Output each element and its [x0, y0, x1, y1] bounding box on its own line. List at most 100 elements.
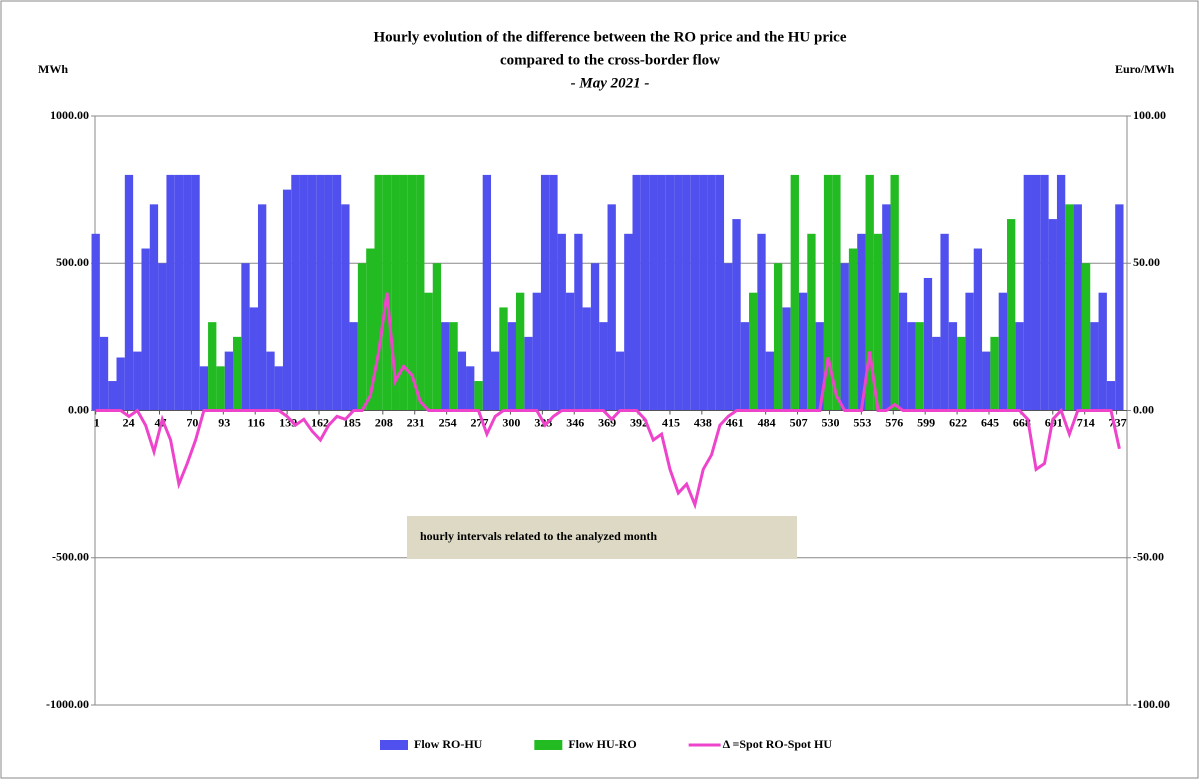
bar: [316, 174, 325, 411]
x-tick-label: 70: [186, 415, 198, 429]
bar: [399, 174, 408, 411]
x-tick-label: 162: [311, 415, 329, 429]
chart-subtitle: - May 2021 -: [571, 75, 650, 91]
annotation: hourly intervals related to the analyzed…: [420, 529, 657, 543]
bar: [532, 292, 541, 411]
bar: [540, 174, 550, 411]
bar: [108, 381, 117, 411]
bar: [965, 292, 974, 411]
legend-swatch: [380, 740, 408, 750]
x-tick-label: 346: [566, 415, 584, 429]
bar: [707, 174, 716, 411]
x-tick-label: 622: [949, 415, 967, 429]
bar: [99, 336, 109, 411]
x-tick-label: 576: [885, 415, 903, 429]
bar: [1015, 322, 1024, 411]
bar: [457, 351, 467, 411]
x-tick-label: 116: [248, 415, 265, 429]
y-tick-label: 1000.00: [50, 108, 89, 122]
x-tick-label: 1: [94, 415, 100, 429]
bar: [907, 322, 916, 411]
bar: [174, 174, 184, 411]
bar: [582, 307, 591, 411]
bar: [249, 307, 258, 411]
bar: [241, 263, 250, 411]
bar: [798, 292, 808, 411]
bar: [682, 174, 691, 411]
x-tick-label: 208: [375, 415, 393, 429]
bar: [1098, 292, 1107, 411]
x-tick-label: 139: [279, 415, 297, 429]
bar: [299, 174, 308, 411]
x-tick-label: 714: [1077, 415, 1095, 429]
bar: [957, 336, 966, 411]
bar: [149, 204, 159, 411]
x-tick-label: 254: [439, 415, 457, 429]
bar: [499, 307, 508, 411]
bar: [549, 174, 558, 411]
bar: [274, 366, 283, 411]
bar: [208, 322, 217, 411]
bar: [357, 263, 367, 411]
y2-axis-label: Euro/MWh: [1115, 62, 1174, 76]
bar: [923, 277, 933, 411]
bar: [632, 174, 641, 411]
bar: [815, 322, 824, 411]
bar: [1056, 174, 1066, 411]
bar: [133, 351, 142, 411]
bar: [624, 233, 633, 411]
bar: [749, 292, 758, 411]
bar: [257, 204, 267, 411]
bar: [790, 174, 799, 411]
bar: [724, 263, 733, 411]
legend-swatch: [534, 740, 563, 750]
bar: [757, 233, 766, 411]
bar: [374, 174, 383, 411]
bar: [1040, 174, 1049, 411]
bar: [773, 263, 783, 411]
bar: [898, 292, 908, 411]
bar: [823, 174, 833, 411]
bar: [199, 366, 209, 411]
bar: [474, 381, 483, 411]
bar: [1090, 322, 1099, 411]
x-tick-label: 93: [218, 415, 230, 429]
y2-tick-label: -100.00: [1133, 697, 1170, 711]
bar: [391, 174, 400, 411]
bar: [1023, 174, 1032, 411]
bar: [332, 174, 342, 411]
x-tick-label: 530: [821, 415, 839, 429]
bar: [233, 336, 242, 411]
bar: [324, 174, 333, 411]
bar: [857, 233, 866, 411]
bar: [990, 336, 999, 411]
bar: [840, 263, 849, 411]
bar: [441, 322, 450, 411]
bar: [607, 204, 616, 411]
x-tick-label: 507: [790, 415, 808, 429]
bar: [124, 174, 134, 411]
bar: [266, 351, 275, 411]
bar: [982, 351, 991, 411]
y2-tick-label: -50.00: [1133, 550, 1164, 564]
y-tick-label: 500.00: [56, 255, 89, 269]
bar: [1115, 204, 1124, 411]
bar: [574, 233, 583, 411]
bar: [948, 322, 958, 411]
x-tick-label: 645: [981, 415, 999, 429]
y2-tick-label: 50.00: [1133, 255, 1160, 269]
bar: [1031, 174, 1041, 411]
bar: [590, 263, 600, 411]
bar: [141, 248, 150, 411]
bar: [865, 174, 874, 411]
bar: [565, 292, 575, 411]
bar: [615, 351, 625, 411]
bar: [657, 174, 666, 411]
y-tick-label: -1000.00: [46, 697, 89, 711]
x-tick-label: 24: [123, 415, 135, 429]
annotation-box: [407, 516, 797, 559]
bar: [782, 307, 791, 411]
x-tick-label: 438: [694, 415, 712, 429]
bar: [740, 322, 750, 411]
